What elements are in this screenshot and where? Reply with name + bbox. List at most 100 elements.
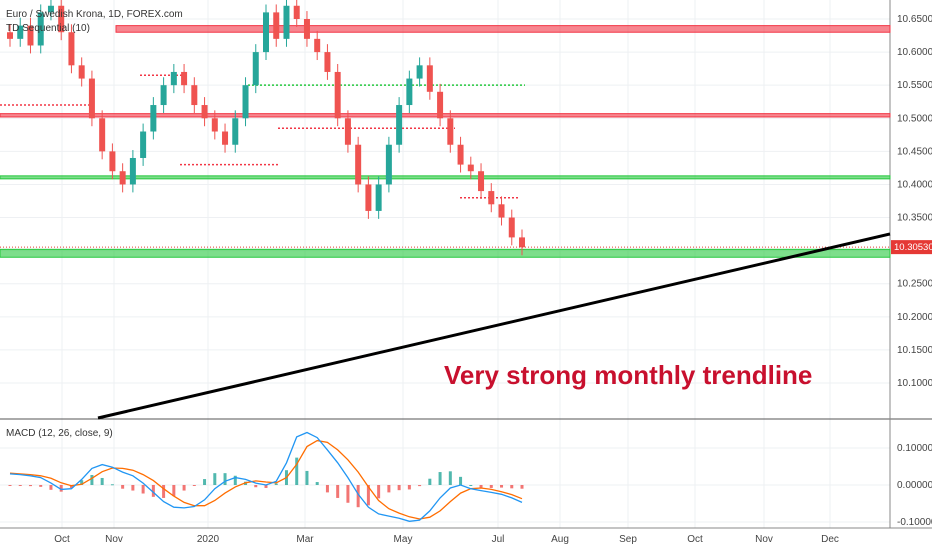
candle-body bbox=[406, 78, 413, 106]
price-axis-tick-label: 10.35000 bbox=[897, 213, 932, 224]
symbol-legend[interactable]: Euro / Swedish Krona, 1D, FOREX.com bbox=[6, 9, 183, 20]
macd-histogram-bar bbox=[151, 485, 155, 497]
macd-histogram-bar bbox=[520, 485, 524, 489]
time-axis-tick-label: Aug bbox=[551, 534, 569, 545]
candle-body bbox=[303, 19, 310, 39]
macd-histogram-bar bbox=[418, 485, 422, 487]
macd-histogram-bar bbox=[131, 485, 135, 491]
macd-histogram-bar bbox=[510, 485, 514, 489]
macd-histogram-bar bbox=[8, 485, 12, 486]
macd-histogram-bar bbox=[254, 485, 258, 488]
macd-histogram-bar bbox=[325, 485, 329, 493]
last-price-label: 10.30530 bbox=[894, 242, 932, 253]
candle-body bbox=[252, 52, 259, 86]
time-axis-tick-label: 2020 bbox=[197, 534, 220, 545]
macd-histogram-bar bbox=[49, 485, 53, 490]
macd-histogram-bar bbox=[479, 485, 483, 488]
time-axis-tick-label: Dec bbox=[821, 534, 839, 545]
price-axis-tick-label: 10.45000 bbox=[897, 146, 932, 157]
macd-histogram-bar bbox=[377, 485, 381, 499]
candle-body bbox=[201, 105, 208, 119]
candle-body bbox=[467, 164, 474, 172]
macd-histogram-bar bbox=[295, 457, 299, 485]
candle-body bbox=[263, 12, 269, 53]
candle-body bbox=[375, 184, 382, 211]
candle-body bbox=[324, 52, 331, 72]
macd-histogram-bar bbox=[203, 479, 207, 485]
candle-body bbox=[344, 118, 351, 145]
candle-body bbox=[498, 204, 505, 218]
indicator-legend[interactable]: TD Sequential (10) bbox=[6, 23, 90, 34]
macd-histogram-bar bbox=[407, 485, 411, 490]
price-axis-tick-label: 10.10000 bbox=[897, 378, 932, 389]
candle-body bbox=[150, 105, 157, 132]
macd-histogram-bar bbox=[387, 485, 391, 493]
candle-body bbox=[365, 184, 372, 211]
price-axis-tick-label: 10.55000 bbox=[897, 80, 932, 91]
macd-legend[interactable]: MACD (12, 26, close, 9) bbox=[6, 428, 113, 439]
candle-body bbox=[88, 78, 95, 119]
candle-body bbox=[232, 118, 239, 145]
candle-body bbox=[58, 5, 65, 33]
time-axis-tick-label: Sep bbox=[619, 534, 637, 545]
support-band bbox=[0, 175, 891, 180]
macd-histogram-bar bbox=[141, 485, 145, 494]
macd-histogram-bar bbox=[59, 485, 63, 492]
macd-axis-tick-label: 0.00000 bbox=[897, 480, 932, 491]
resistance-band bbox=[115, 25, 891, 33]
candle-body bbox=[160, 85, 167, 106]
candle-body bbox=[447, 118, 454, 145]
candle-body bbox=[488, 191, 495, 205]
macd-histogram-bar bbox=[489, 485, 493, 488]
macd-axis-tick-label: -0.10000 bbox=[897, 517, 932, 528]
last-price-marker bbox=[891, 240, 932, 255]
macd-histogram-bar bbox=[39, 485, 43, 487]
candle-body bbox=[478, 171, 485, 192]
candle-body bbox=[47, 5, 54, 13]
macd-axis-tick-label: 0.10000 bbox=[897, 443, 932, 454]
candle-body bbox=[140, 131, 147, 158]
macd-line bbox=[9, 431, 523, 522]
candle-body bbox=[519, 237, 525, 248]
candle-body bbox=[314, 38, 321, 53]
macd-histogram-bar bbox=[90, 475, 94, 485]
macd-histogram-bar bbox=[223, 473, 227, 485]
macd-signal-line bbox=[9, 439, 523, 520]
macd-histogram-bar bbox=[346, 485, 350, 503]
macd-histogram-bar bbox=[80, 480, 84, 485]
macd-histogram-bar bbox=[438, 472, 442, 485]
candle-body bbox=[385, 144, 392, 185]
price-axis-tick-label: 10.65000 bbox=[897, 14, 932, 25]
candle-body bbox=[7, 32, 13, 39]
macd-histogram-bar bbox=[162, 485, 166, 498]
candle-body bbox=[99, 118, 106, 152]
macd-histogram-bar bbox=[336, 485, 340, 498]
macd-histogram-bar bbox=[315, 482, 319, 485]
macd-histogram-bar bbox=[397, 485, 401, 491]
macd-histogram-bar bbox=[233, 475, 237, 485]
macd-histogram-bar bbox=[69, 485, 73, 488]
macd-histogram-bar bbox=[428, 478, 432, 485]
candle-body bbox=[17, 25, 24, 39]
candle-body bbox=[170, 71, 177, 86]
resistance-band bbox=[0, 113, 891, 118]
macd-histogram-bar bbox=[213, 473, 217, 485]
candle-body bbox=[334, 71, 341, 119]
macd-histogram-bar bbox=[100, 477, 104, 485]
time-axis-tick-label: Oct bbox=[54, 534, 70, 545]
macd-histogram-bar bbox=[366, 485, 370, 506]
candle-body bbox=[242, 85, 249, 119]
candle-body bbox=[508, 217, 515, 238]
candle-body bbox=[355, 144, 362, 185]
support-band bbox=[0, 248, 891, 258]
macd-histogram-bar bbox=[274, 483, 278, 485]
candle-body bbox=[27, 25, 34, 46]
candle-body bbox=[78, 65, 85, 79]
time-axis-tick-label: Nov bbox=[755, 534, 773, 545]
candle-body bbox=[416, 65, 423, 79]
time-axis-tick-label: Nov bbox=[105, 534, 123, 545]
candle-body bbox=[273, 12, 280, 39]
macd-histogram-bar bbox=[264, 485, 268, 488]
candle-body bbox=[68, 32, 75, 66]
